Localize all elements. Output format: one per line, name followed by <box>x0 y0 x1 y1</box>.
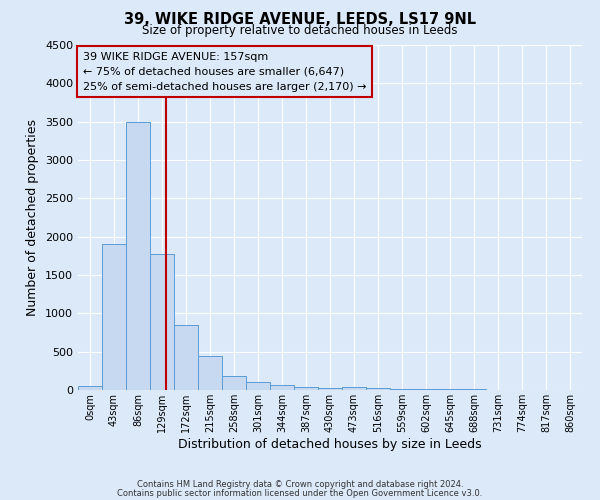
Bar <box>270 386 294 390</box>
Text: Contains HM Land Registry data © Crown copyright and database right 2024.: Contains HM Land Registry data © Crown c… <box>137 480 463 489</box>
Bar <box>318 388 342 390</box>
Text: Size of property relative to detached houses in Leeds: Size of property relative to detached ho… <box>142 24 458 37</box>
Bar <box>294 387 318 390</box>
Text: 39, WIKE RIDGE AVENUE, LEEDS, LS17 9NL: 39, WIKE RIDGE AVENUE, LEEDS, LS17 9NL <box>124 12 476 28</box>
Bar <box>342 387 366 390</box>
Bar <box>222 376 246 390</box>
Bar <box>126 122 150 390</box>
Bar <box>414 389 438 390</box>
X-axis label: Distribution of detached houses by size in Leeds: Distribution of detached houses by size … <box>178 438 482 450</box>
Bar <box>150 254 174 390</box>
Bar <box>78 386 102 390</box>
Bar <box>198 356 222 390</box>
Bar <box>390 389 414 390</box>
Bar <box>438 389 462 390</box>
Bar <box>366 388 390 390</box>
Text: 39 WIKE RIDGE AVENUE: 157sqm
← 75% of detached houses are smaller (6,647)
25% of: 39 WIKE RIDGE AVENUE: 157sqm ← 75% of de… <box>83 52 367 92</box>
Y-axis label: Number of detached properties: Number of detached properties <box>26 119 40 316</box>
Bar <box>102 244 126 390</box>
Bar <box>246 382 270 390</box>
Bar <box>174 325 198 390</box>
Text: Contains public sector information licensed under the Open Government Licence v3: Contains public sector information licen… <box>118 489 482 498</box>
